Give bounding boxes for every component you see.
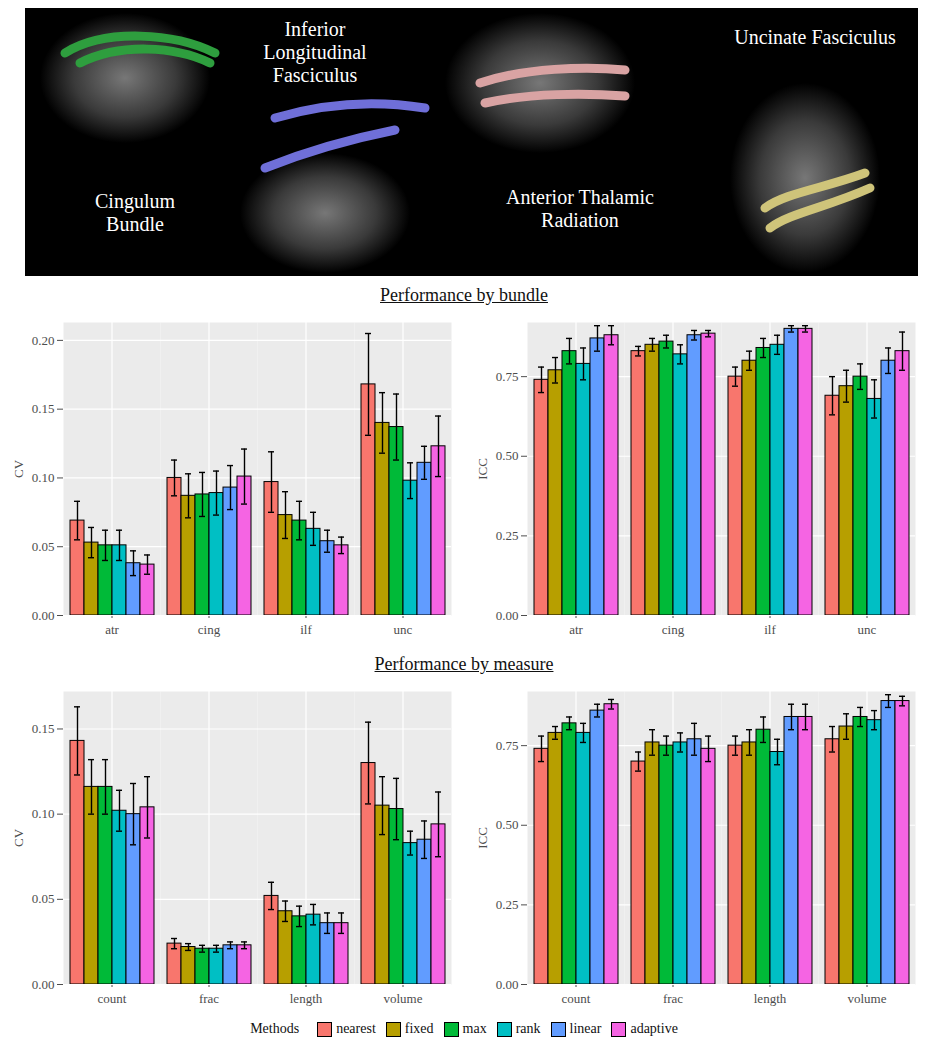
svg-text:0.10: 0.10 bbox=[32, 806, 55, 821]
svg-text:count: count bbox=[562, 991, 591, 1006]
svg-text:cing: cing bbox=[198, 622, 221, 637]
svg-text:frac: frac bbox=[199, 991, 219, 1006]
svg-text:0.10: 0.10 bbox=[32, 470, 55, 485]
svg-text:count: count bbox=[98, 991, 127, 1006]
svg-text:0.15: 0.15 bbox=[32, 721, 55, 736]
svg-text:0.50: 0.50 bbox=[496, 448, 519, 463]
svg-text:0.20: 0.20 bbox=[32, 333, 55, 348]
html-text:Performance by measure: Performance by measure bbox=[374, 654, 554, 674]
svg-text:0.25: 0.25 bbox=[496, 528, 519, 543]
html-text:Inferior Longitudinal Fascicul: Inferior Longitudinal Fasciculus bbox=[263, 18, 367, 86]
svg-text:ICC: ICC bbox=[475, 458, 490, 480]
svg-text:length: length bbox=[290, 991, 323, 1006]
svg-text:atr: atr bbox=[105, 622, 119, 637]
svg-text:0.00: 0.00 bbox=[496, 608, 519, 623]
svg-text:volume: volume bbox=[848, 991, 887, 1006]
svg-text:0.00: 0.00 bbox=[32, 977, 55, 992]
html-text:fixed: fixed bbox=[404, 1020, 434, 1036]
html-text:Performance by bundle: Performance by bundle bbox=[380, 285, 548, 305]
html-text:adaptive: adaptive bbox=[630, 1020, 678, 1036]
html-text:Uncinate Fasciculus: Uncinate Fasciculus bbox=[734, 26, 896, 48]
svg-text:cing: cing bbox=[662, 622, 685, 637]
html-text:nearest: nearest bbox=[336, 1020, 376, 1036]
svg-text:atr: atr bbox=[569, 622, 583, 637]
html-text:Cingulum Bundle: Cingulum Bundle bbox=[95, 190, 175, 235]
svg-text:0.00: 0.00 bbox=[496, 977, 519, 992]
html-text:Anterior Thalamic Radiation: Anterior Thalamic Radiation bbox=[506, 186, 654, 231]
svg-text:0.75: 0.75 bbox=[496, 738, 519, 753]
svg-text:0.15: 0.15 bbox=[32, 401, 55, 416]
svg-text:0.05: 0.05 bbox=[32, 891, 55, 906]
html-text:Methods: Methods bbox=[250, 1021, 300, 1036]
svg-text:volume: volume bbox=[384, 991, 423, 1006]
svg-text:0.50: 0.50 bbox=[496, 817, 519, 832]
html-text:max: max bbox=[462, 1020, 487, 1036]
svg-text:0.75: 0.75 bbox=[496, 369, 519, 384]
svg-text:unc: unc bbox=[858, 622, 877, 637]
svg-text:0.00: 0.00 bbox=[32, 608, 55, 623]
html-text:rank: rank bbox=[515, 1020, 541, 1036]
svg-text:ilf: ilf bbox=[300, 622, 312, 637]
svg-text:frac: frac bbox=[663, 991, 683, 1006]
svg-text:ICC: ICC bbox=[475, 827, 490, 849]
svg-text:CV: CV bbox=[11, 459, 26, 478]
svg-text:length: length bbox=[754, 991, 787, 1006]
svg-text:0.05: 0.05 bbox=[32, 539, 55, 554]
svg-text:unc: unc bbox=[394, 622, 413, 637]
svg-text:0.25: 0.25 bbox=[496, 897, 519, 912]
svg-text:CV: CV bbox=[11, 828, 26, 847]
html-text:linear: linear bbox=[569, 1020, 602, 1036]
svg-text:ilf: ilf bbox=[764, 622, 776, 637]
